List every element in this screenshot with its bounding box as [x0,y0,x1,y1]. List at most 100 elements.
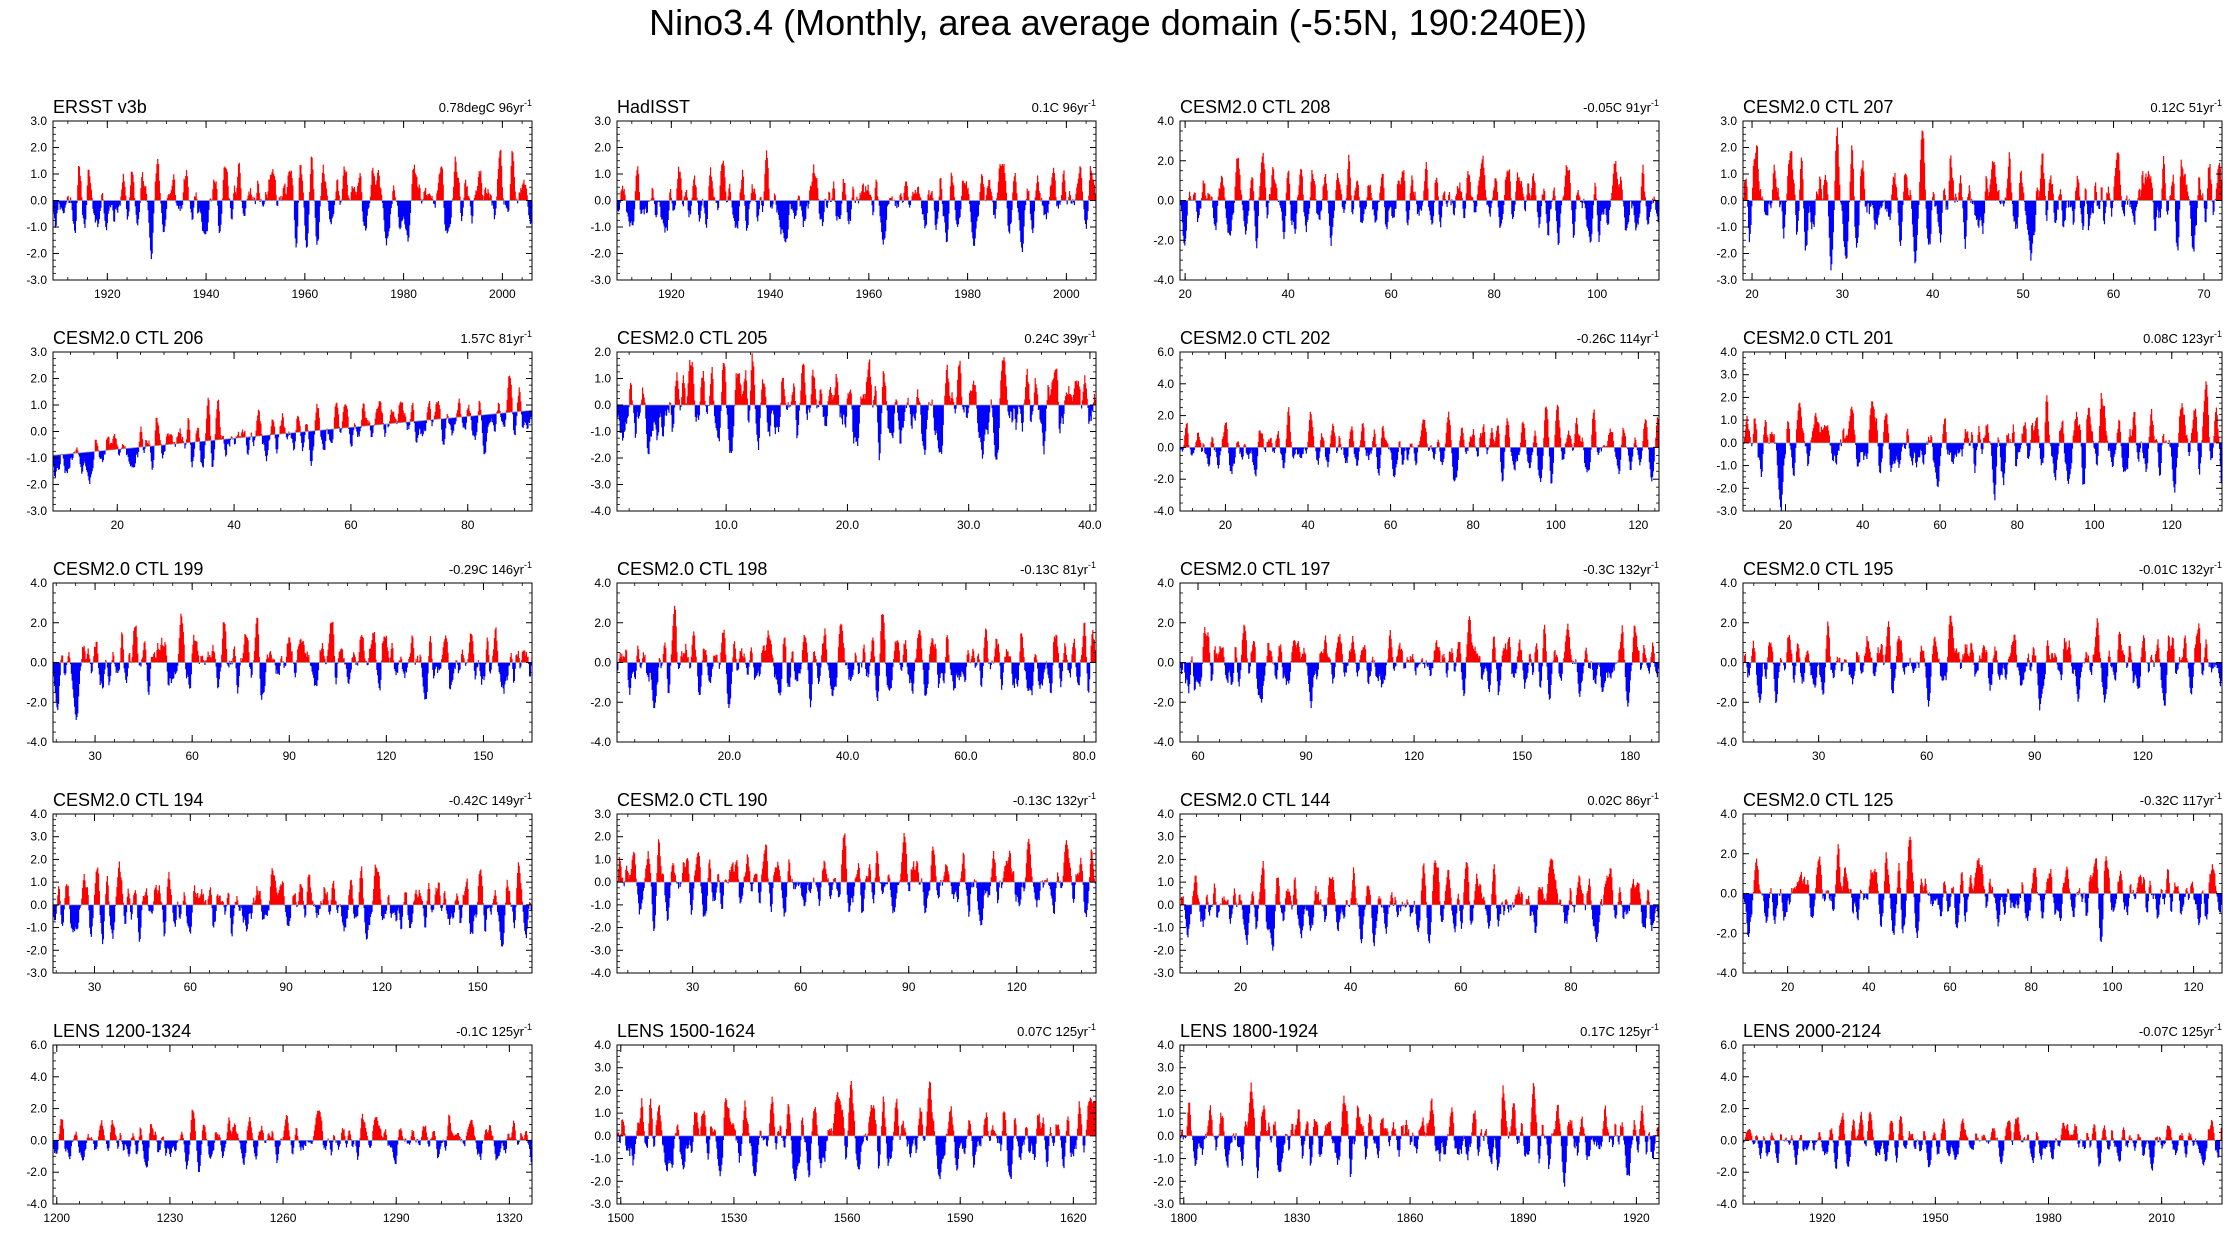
y-tick-label: 6.0 [30,1038,47,1052]
plot-frame [52,1044,533,1205]
y-tick-label: 0.0 [1720,194,1737,208]
y-tick-label: -2.0 [1153,472,1174,486]
x-tick-label: 60 [1384,518,1398,532]
positive-anomaly-bars [620,150,1096,201]
y-tick-label: -1.0 [1716,459,1737,473]
y-tick-label: -1.0 [590,898,611,912]
data-area [1743,836,2222,943]
y-tick-label: 0.0 [30,898,47,912]
panel-stat: 0.24C 39yr-1 [1024,329,1096,346]
y-tick-label: -4.0 [1716,1197,1737,1211]
negative-anomaly-bars [1743,1140,2221,1171]
x-tick-label: 60 [1454,980,1468,994]
x-tick-label: 1960 [291,287,318,301]
x-tick-label: 1980 [390,287,417,301]
y-tick-label: 2.0 [594,830,611,844]
y-tick-label: -3.0 [1716,273,1737,287]
x-tick-label: 30 [1812,749,1826,763]
y-tick-label: -2.0 [1716,247,1737,261]
panel: LENS 2000-2124 -0.07C 125yr-1 6.0 4.0 2.0 0.0… [1716,1021,2223,1225]
y-tick-label: -2.0 [1153,695,1174,709]
data-area [617,150,1096,252]
x-tick-label: 1920 [1623,1211,1650,1225]
y-tick-label: 1.0 [1157,1106,1174,1120]
negative-anomaly-bars [617,1135,1087,1182]
x-tick-label: 1920 [94,287,121,301]
y-tick-label: 1.0 [30,167,47,181]
x-tick-label: 60 [344,518,358,532]
y-tick-label: -2.0 [1716,695,1737,709]
x-tick-label: 2000 [489,287,516,301]
panel: HadISST 0.1C 96yr-1 3.0 2.0 1.0 0.0 -1.0 -2.0 -3… [590,97,1097,301]
y-tick-label: -1.0 [1153,1152,1174,1166]
panel-title: LENS 1500-1624 [617,1021,755,1041]
plot-frame [1179,351,1660,512]
y-tick-label: -4.0 [1716,966,1737,980]
x-tick-label: 40 [1926,287,1940,301]
y-tick-label: 1.0 [1157,875,1174,889]
positive-anomaly-bars [1744,615,2210,663]
stat-exponent: -1 [1088,560,1096,570]
negative-anomaly-bars [53,200,532,260]
panel-stat: 0.08C 123yr-1 [2143,329,2222,346]
x-tick-label: 1200 [43,1211,70,1225]
panel-stat: -0.05C 91yr-1 [1583,98,1659,115]
positive-anomaly-bars [57,861,531,905]
x-tick-label: 1940 [193,287,220,301]
y-tick-label: -3.0 [590,273,611,287]
positive-anomaly-bars [66,149,528,201]
x-tick-label: 20 [1219,518,1233,532]
panel: CESM2.0 CTL 144 0.02C 86yr-1 4.0 3.0 2.0 1.0 0… [1153,790,1660,994]
y-tick-label: 0.0 [1720,656,1737,670]
y-tick-label: 2.0 [1720,1102,1737,1116]
y-tick-label: -4.0 [1153,504,1174,518]
stat-exponent: -1 [1088,791,1096,801]
y-tick-label: 2.0 [1720,616,1737,630]
data-area [1180,616,1659,709]
positive-anomaly-bars [629,353,1096,405]
x-tick-label: 20 [1234,980,1248,994]
y-tick-label: -2.0 [590,451,611,465]
y-tick-label: 2.0 [1157,616,1174,630]
x-tick-label: 1860 [1397,1211,1424,1225]
panel-stat: -0.13C 132yr-1 [1013,791,1096,808]
x-tick-label: 150 [468,980,488,994]
y-tick-label: 4.0 [1157,576,1174,590]
panel: CESM2.0 CTL 195 -0.01C 132yr-1 4.0 2.0 0.0 -2… [1716,559,2223,763]
y-tick-label: 4.0 [1720,807,1737,821]
positive-anomaly-bars [617,1081,1096,1136]
panel: CESM2.0 CTL 206 1.57C 81yr-1 3.0 2.0 1.0 0.0 -… [26,328,533,532]
y-tick-label: 0.0 [1720,1133,1737,1147]
y-tick-label: 3.0 [1720,114,1737,128]
y-tick-label: 0.0 [30,194,47,208]
y-tick-label: -4.0 [1153,735,1174,749]
x-tick-label: 90 [902,980,916,994]
negative-anomaly-bars [617,882,1096,931]
x-tick-label: 30 [686,980,700,994]
y-tick-label: -3.0 [1153,966,1174,980]
y-tick-label: 2.0 [30,1102,47,1116]
panel-stat: 0.1C 96yr-1 [1032,98,1096,115]
y-tick-label: -4.0 [26,1197,47,1211]
x-tick-label: 180 [1620,749,1640,763]
x-tick-label: 40 [227,518,241,532]
panel-title: CESM2.0 CTL 208 [1180,97,1330,117]
positive-anomaly-bars [1183,404,1659,448]
panel: CESM2.0 CTL 208 -0.05C 91yr-1 4.0 2.0 0.0 -2.… [1153,97,1660,301]
y-tick-label: 0.0 [30,1133,47,1147]
x-tick-label: 100 [2102,980,2122,994]
x-tick-label: 80 [1467,518,1481,532]
x-tick-label: 80.0 [1072,749,1096,763]
panel-title: CESM2.0 CTL 206 [53,328,203,348]
x-tick-label: 1950 [1922,1211,1949,1225]
y-tick-label: -2.0 [590,921,611,935]
stat-exponent: -1 [1651,329,1659,339]
panel-stat: -0.42C 149yr-1 [449,791,532,808]
x-tick-label: 1980 [954,287,981,301]
y-tick-label: 4.0 [1720,345,1737,359]
panel-stat: 0.12C 51yr-1 [2150,98,2222,115]
plot-frame [1742,1044,2223,1205]
positive-anomaly-bars [1744,1111,2222,1141]
y-tick-label: -2.0 [26,943,47,957]
y-tick-label: 0.0 [1157,656,1174,670]
